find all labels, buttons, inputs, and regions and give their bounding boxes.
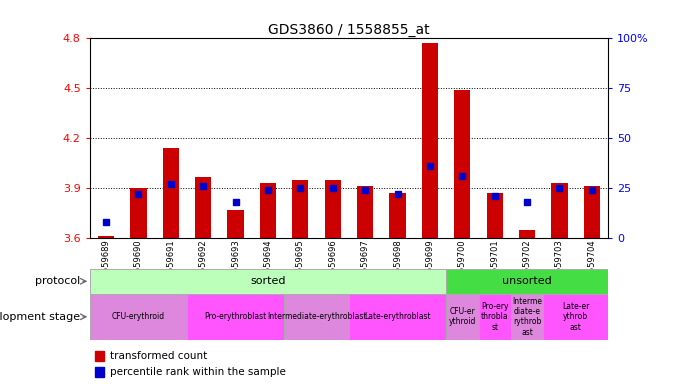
- Bar: [446, 269, 608, 294]
- Bar: [162, 148, 179, 238]
- Text: Interme
diate-e
rythrob
ast: Interme diate-e rythrob ast: [512, 297, 542, 337]
- Bar: [292, 180, 308, 238]
- Bar: [95, 351, 104, 361]
- Bar: [543, 294, 608, 340]
- Text: Late-er
ythrob
ast: Late-er ythrob ast: [562, 302, 589, 332]
- Text: Late-erythroblast: Late-erythroblast: [364, 312, 431, 321]
- Bar: [446, 294, 478, 340]
- Bar: [260, 183, 276, 238]
- Text: development stage: development stage: [0, 312, 80, 322]
- Bar: [511, 294, 543, 340]
- Text: sorted: sorted: [250, 276, 285, 286]
- Bar: [551, 183, 567, 238]
- Bar: [486, 193, 503, 238]
- Bar: [98, 237, 114, 238]
- Text: CFU-erythroid: CFU-erythroid: [112, 312, 165, 321]
- Bar: [422, 43, 438, 238]
- Bar: [227, 210, 244, 238]
- Text: protocol: protocol: [35, 276, 80, 286]
- Text: transformed count: transformed count: [109, 351, 207, 361]
- Bar: [584, 187, 600, 238]
- Bar: [478, 294, 511, 340]
- Text: Pro-ery
throbla
st: Pro-ery throbla st: [481, 302, 509, 332]
- Text: percentile rank within the sample: percentile rank within the sample: [109, 367, 285, 377]
- Bar: [454, 90, 471, 238]
- Bar: [349, 294, 446, 340]
- Bar: [95, 367, 104, 377]
- Bar: [357, 187, 373, 238]
- Text: Intermediate-erythroblast: Intermediate-erythroblast: [267, 312, 366, 321]
- Bar: [195, 177, 211, 238]
- Bar: [90, 294, 187, 340]
- Text: Pro-erythroblast: Pro-erythroblast: [205, 312, 267, 321]
- Bar: [131, 188, 146, 238]
- Bar: [390, 193, 406, 238]
- Bar: [284, 294, 349, 340]
- Bar: [90, 269, 446, 294]
- Text: CFU-er
ythroid: CFU-er ythroid: [448, 307, 476, 326]
- Title: GDS3860 / 1558855_at: GDS3860 / 1558855_at: [268, 23, 430, 37]
- Bar: [325, 180, 341, 238]
- Bar: [187, 294, 284, 340]
- Bar: [519, 230, 536, 238]
- Text: unsorted: unsorted: [502, 276, 552, 286]
